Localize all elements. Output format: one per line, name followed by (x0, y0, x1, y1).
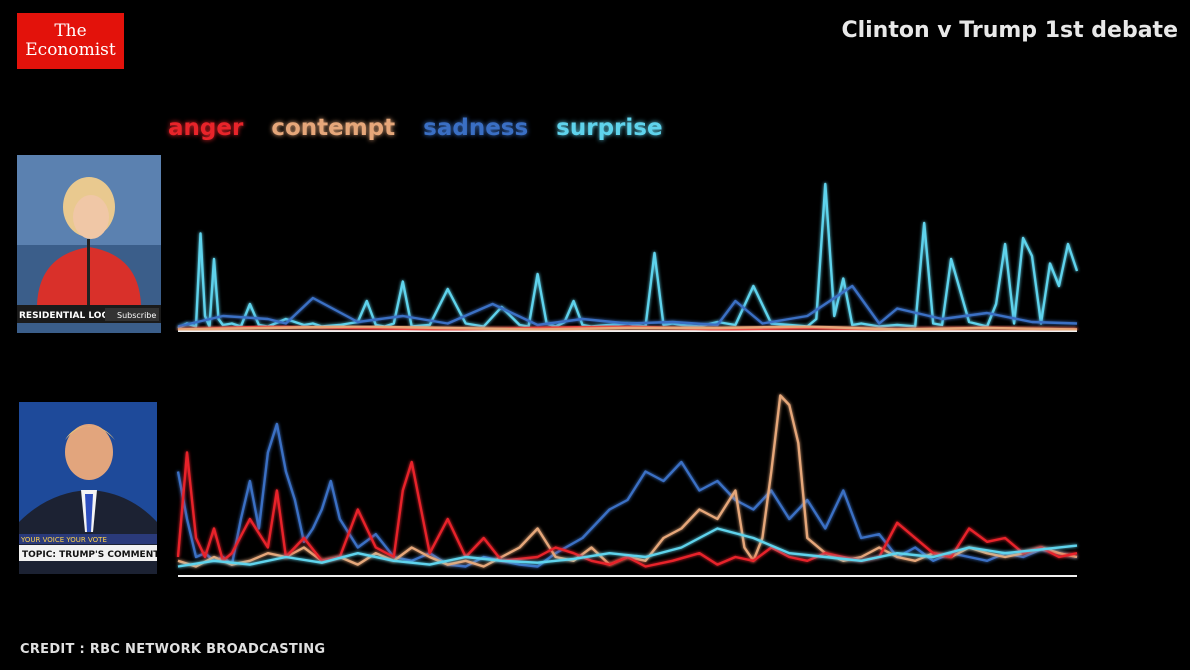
legend: anger contempt sadness surprise (168, 115, 663, 141)
legend-anger: anger (168, 115, 244, 141)
legend-sadness: sadness (423, 115, 529, 141)
clinton-thumbnail: RESIDENTIAL LOOK" Subscribe (17, 155, 161, 333)
trump-caption: TOPIC: TRUMP'S COMMENT ON ' (22, 550, 157, 560)
economist-logo: The Economist (17, 13, 124, 69)
trump-anger-line (176, 451, 1078, 568)
logo-line-1: The (54, 21, 87, 41)
logo-line-2: Economist (25, 40, 116, 60)
trump-panel (176, 394, 1078, 577)
trump-surprise-line (177, 527, 1078, 568)
clinton-contempt-line (177, 325, 1078, 331)
subscribe-label: Subscribe (117, 311, 156, 320)
trump-sadness-line (176, 422, 1078, 568)
credit-text: CREDIT : RBC NETWORK BROADCASTING (20, 642, 326, 657)
clinton-sadness-line (177, 284, 1078, 328)
chart-title: Clinton v Trump 1st debate (841, 18, 1178, 43)
trump-contempt-line (177, 394, 1078, 568)
trump-thumbnail: YOUR VOICE YOUR VOTE TOPIC: TRUMP'S COMM… (19, 402, 157, 574)
clinton-caption: RESIDENTIAL LOOK" (19, 311, 121, 321)
clinton-panel (177, 182, 1079, 332)
legend-contempt: contempt (271, 115, 396, 141)
clinton-surprise-line (177, 182, 1079, 330)
trump-top-banner: YOUR VOICE YOUR VOTE (20, 536, 107, 544)
legend-surprise: surprise (556, 115, 663, 141)
